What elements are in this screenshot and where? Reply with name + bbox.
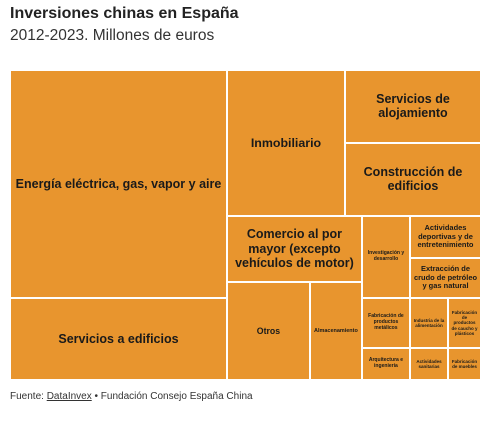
cell-label: Almacenamiento xyxy=(314,327,358,334)
cell-label: Construcción de edificios xyxy=(363,165,463,194)
treemap-cell: Servicios a edificios xyxy=(10,298,227,380)
treemap-cell: Servicios de alojamiento xyxy=(344,70,481,143)
source-rest: • Fundación Consejo España China xyxy=(94,391,253,402)
cell-label: Actividades sanitarias xyxy=(416,358,442,369)
source: Fuente: DataInvex • Fundación Consejo Es… xyxy=(10,391,253,402)
cell-label: Energía eléctrica, gas, vapor y aire xyxy=(15,176,222,191)
cell-label: Fabricación de productos de caucho y plá… xyxy=(451,309,478,336)
treemap-cell: Investigación y desarrollo xyxy=(361,215,410,298)
treemap-cell: Fabricación de productos de caucho y plá… xyxy=(447,297,481,348)
cell-label: Servicios a edificios xyxy=(58,331,179,346)
source-prefix: Fuente: xyxy=(10,391,44,402)
cell-label: Comercio al por mayor (excepto vehículos… xyxy=(235,227,354,271)
cell-label: Fabricación de muebles xyxy=(451,358,478,369)
treemap-cell: Industria de la alimentación xyxy=(409,297,448,348)
cell-label: Extracción de crudo de petróleo y gas na… xyxy=(413,264,478,291)
source-link[interactable]: DataInvex xyxy=(46,391,92,402)
chart-title: Inversiones chinas en España xyxy=(10,5,239,22)
treemap: Energía eléctrica, gas, vapor y aire Serv… xyxy=(10,70,481,380)
chart-subtitle: 2012-2023. Millones de euros xyxy=(10,27,215,44)
treemap-cell: Almacenamiento xyxy=(309,281,362,380)
treemap-cell: Fabricación de productos metálicos xyxy=(361,297,410,348)
cell-label: Inmobiliario xyxy=(250,135,322,150)
treemap-cell: Comercio al por mayor (excepto vehículos… xyxy=(226,215,362,282)
cell-label: Investigación y desarrollo xyxy=(367,250,405,262)
cell-label: Otros xyxy=(256,325,281,336)
treemap-cell: Energía eléctrica, gas, vapor y aire xyxy=(10,70,227,299)
treemap-cell: Arquitectura e ingeniería xyxy=(361,347,410,380)
treemap-cell: Actividades deportivas y de entretenimie… xyxy=(410,215,481,258)
treemap-cell: Inmobiliario xyxy=(226,70,345,216)
cell-label: Actividades deportivas y de entretenimie… xyxy=(417,223,474,250)
cell-label: Industria de la alimentación xyxy=(413,317,445,328)
treemap-cell: Otros xyxy=(226,281,310,380)
cell-label: Fabricación de productos metálicos xyxy=(368,313,404,331)
cell-label: Servicios de alojamiento xyxy=(376,92,450,121)
treemap-cell: Construcción de edificios xyxy=(344,142,481,216)
treemap-cell: Extracción de crudo de petróleo y gas na… xyxy=(410,257,481,298)
treemap-cell: Actividades sanitarias xyxy=(409,347,448,380)
treemap-cell: Fabricación de muebles xyxy=(447,347,481,380)
cell-label: Arquitectura e ingeniería xyxy=(368,357,404,369)
